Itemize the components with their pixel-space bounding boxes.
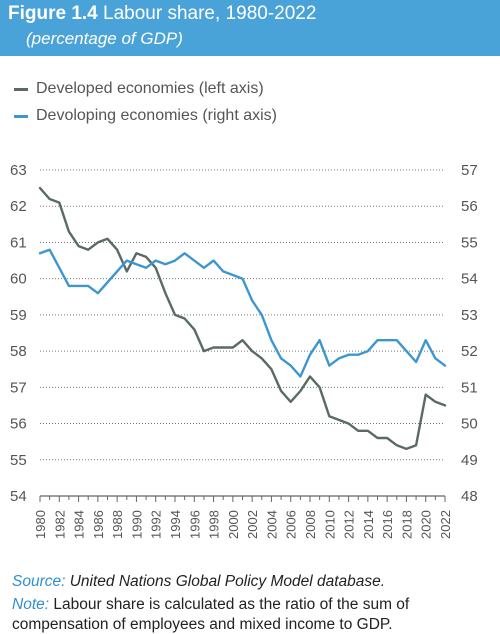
- x-tick-label: 2022: [438, 510, 453, 539]
- x-tick-label: 2014: [361, 510, 376, 539]
- legend-swatch-developing: [14, 114, 28, 118]
- figure-number: Figure 1.4: [8, 3, 98, 24]
- y-right-tick-label: 57: [461, 162, 478, 179]
- y-right-tick-label: 48: [461, 488, 478, 505]
- x-tick-label: 2006: [284, 510, 299, 539]
- y-right-tick-label: 50: [461, 416, 478, 433]
- y-right-tick-label: 55: [461, 234, 478, 251]
- source-text: United Nations Global Policy Model datab…: [65, 573, 386, 590]
- x-tick-label: 1980: [33, 510, 48, 539]
- source-line: Source: United Nations Global Policy Mod…: [12, 573, 385, 591]
- figure-subtitle: (percentage of GDP): [26, 29, 183, 48]
- x-tick-label: 2000: [226, 510, 241, 539]
- y-left-tick-label: 55: [10, 452, 27, 469]
- note-line-1: Note: Labour share is calculated as the …: [12, 596, 409, 614]
- x-tick-label: 1996: [187, 510, 202, 539]
- y-left-tick-label: 60: [10, 271, 27, 288]
- note-text-1: Labour share is calculated as the ratio …: [49, 596, 410, 613]
- legend-label-developed: Developed economies (left axis): [36, 80, 264, 97]
- x-tick-label: 2010: [322, 510, 337, 539]
- x-tick-label: 1992: [149, 510, 164, 539]
- y-right-tick-label: 56: [461, 198, 478, 215]
- legend-developed: Developed economies (left axis): [14, 78, 264, 100]
- y-left-tick-label: 61: [10, 234, 27, 251]
- y-right-tick-label: 54: [461, 271, 478, 288]
- series-line-developed: [38, 186, 447, 451]
- y-left-tick-label: 58: [10, 343, 27, 360]
- x-tick-label: 2004: [264, 510, 279, 539]
- figure-header: Figure 1.4 Labour share, 1980-2022 (perc…: [0, 0, 500, 56]
- note-line-2: compensation of employees and mixed inco…: [12, 616, 393, 633]
- line-chart: 54 55 56 57 58 59 60 61 62 63 48 49 50 51 52 53 54 55 56 57…: [10, 162, 478, 539]
- source-label: Source:: [12, 573, 66, 590]
- note-label: Note:: [12, 596, 50, 613]
- x-tick-label: 1998: [207, 510, 222, 539]
- legend-swatch-developed: [14, 87, 28, 91]
- x-tick-label: 1982: [52, 510, 67, 539]
- y-left-tick-label: 57: [10, 379, 27, 396]
- x-tick-label: 1984: [72, 510, 87, 539]
- x-tick-label: 2016: [380, 510, 395, 539]
- legend-developing: Devoloping economies (right axis): [14, 105, 277, 127]
- legend-label-developing: Devoloping economies (right axis): [36, 107, 277, 124]
- y-right-tick-label: 52: [461, 343, 478, 360]
- x-tick-label: 2020: [419, 510, 434, 539]
- x-tick-label: 2012: [342, 510, 357, 539]
- x-tick-label: 2002: [245, 510, 260, 539]
- y-right-tick-label: 51: [461, 379, 478, 396]
- x-tick-label: 1990: [129, 510, 144, 539]
- x-tick-label: 2018: [399, 510, 414, 539]
- x-tick-label: 2008: [303, 510, 318, 539]
- figure-title: Figure 1.4 Labour share, 1980-2022: [8, 3, 316, 25]
- series-line-developing: [38, 248, 447, 378]
- y-left-tick-label: 54: [10, 488, 27, 505]
- y-right-tick-label: 53: [461, 307, 478, 324]
- x-tick-label: 1988: [110, 510, 125, 539]
- figure-title-text: Labour share, 1980-2022: [103, 3, 317, 24]
- y-right-tick-label: 49: [461, 452, 478, 469]
- y-left-tick-label: 63: [10, 162, 27, 179]
- y-left-tick-label: 62: [10, 198, 27, 215]
- y-left-tick-label: 59: [10, 307, 27, 324]
- x-tick-label: 1986: [91, 510, 106, 539]
- x-tick-label: 1994: [168, 510, 183, 539]
- y-left-tick-label: 56: [10, 416, 27, 433]
